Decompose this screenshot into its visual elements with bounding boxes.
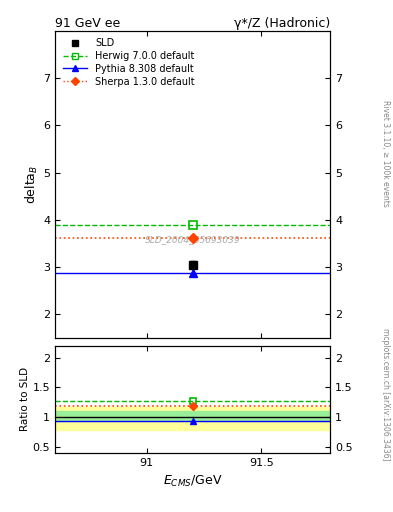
Bar — [55, 407, 330, 431]
X-axis label: $E_{CMS}$/GeV: $E_{CMS}$/GeV — [163, 474, 222, 488]
Legend: SLD, Herwig 7.0.0 default, Pythia 8.308 default, Sherpa 1.3.0 default: SLD, Herwig 7.0.0 default, Pythia 8.308 … — [60, 35, 197, 90]
Text: γ*/Z (Hadronic): γ*/Z (Hadronic) — [234, 16, 330, 30]
Y-axis label: Ratio to SLD: Ratio to SLD — [20, 367, 30, 432]
Text: SLD_2004_S5693039: SLD_2004_S5693039 — [145, 235, 241, 244]
Text: 91 GeV ee: 91 GeV ee — [55, 16, 120, 30]
Text: mcplots.cern.ch [arXiv:1306.3436]: mcplots.cern.ch [arXiv:1306.3436] — [381, 328, 390, 460]
Text: Rivet 3.1.10, ≥ 100k events: Rivet 3.1.10, ≥ 100k events — [381, 100, 390, 207]
Bar — [55, 411, 330, 421]
Y-axis label: delta$_B$: delta$_B$ — [24, 165, 40, 204]
